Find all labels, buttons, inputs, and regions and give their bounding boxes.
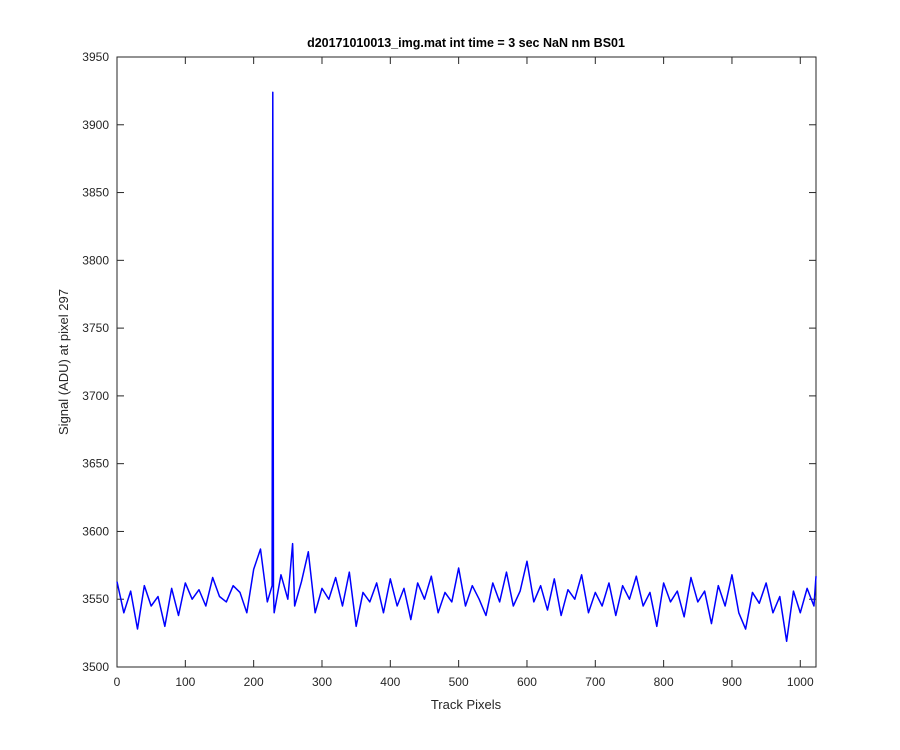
x-tick-label: 700 <box>585 675 605 689</box>
x-tick-label: 900 <box>722 675 742 689</box>
y-tick-label: 3850 <box>82 186 109 200</box>
y-tick-label: 3950 <box>82 50 109 64</box>
y-tick-label: 3750 <box>82 321 109 335</box>
y-tick-label: 3800 <box>82 253 109 267</box>
x-tick-label: 800 <box>654 675 674 689</box>
y-tick-label: 3550 <box>82 592 109 606</box>
x-tick-label: 300 <box>312 675 332 689</box>
x-tick-label: 600 <box>517 675 537 689</box>
y-tick-label: 3700 <box>82 389 109 403</box>
y-tick-label: 3600 <box>82 524 109 538</box>
y-tick-label: 3650 <box>82 457 109 471</box>
y-tick-label: 3500 <box>82 660 109 674</box>
x-tick-label: 400 <box>380 675 400 689</box>
data-line <box>116 91 817 642</box>
x-tick-label: 500 <box>449 675 469 689</box>
x-tick-label: 100 <box>175 675 195 689</box>
y-axis-label: Signal (ADU) at pixel 297 <box>56 289 71 435</box>
x-tick-label: 200 <box>244 675 264 689</box>
plot-frame <box>116 56 817 668</box>
x-axis-label: Track Pixels <box>431 697 502 712</box>
y-tick-label: 3900 <box>82 118 109 132</box>
x-tick-label: 0 <box>114 675 121 689</box>
chart-title: d20171010013_img.mat int time = 3 sec Na… <box>307 36 625 50</box>
x-tick-label: 1000 <box>787 675 814 689</box>
